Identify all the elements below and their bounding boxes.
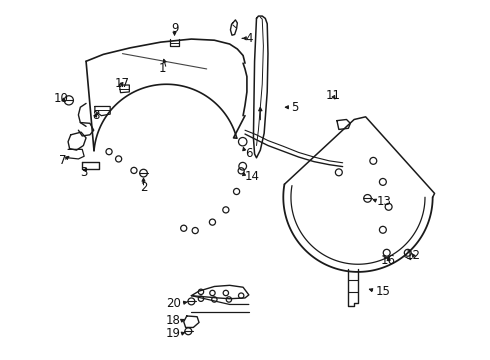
Text: 8: 8 [92, 109, 99, 122]
Text: 7: 7 [59, 154, 67, 167]
Text: 19: 19 [166, 328, 181, 341]
Text: 17: 17 [114, 77, 129, 90]
Text: 15: 15 [375, 284, 390, 298]
Text: 12: 12 [406, 249, 421, 262]
Text: 9: 9 [171, 22, 178, 35]
Text: 16: 16 [381, 254, 396, 267]
Text: 6: 6 [245, 147, 252, 160]
Text: 5: 5 [291, 101, 298, 114]
Text: 2: 2 [140, 181, 147, 194]
Text: 13: 13 [377, 194, 392, 208]
Text: 1: 1 [159, 62, 167, 76]
Text: 11: 11 [325, 89, 341, 102]
Text: 18: 18 [166, 314, 181, 328]
Text: 10: 10 [54, 92, 69, 105]
Text: 14: 14 [244, 170, 259, 184]
Text: 3: 3 [80, 166, 88, 179]
Text: 4: 4 [245, 32, 252, 45]
Text: 20: 20 [166, 297, 181, 310]
